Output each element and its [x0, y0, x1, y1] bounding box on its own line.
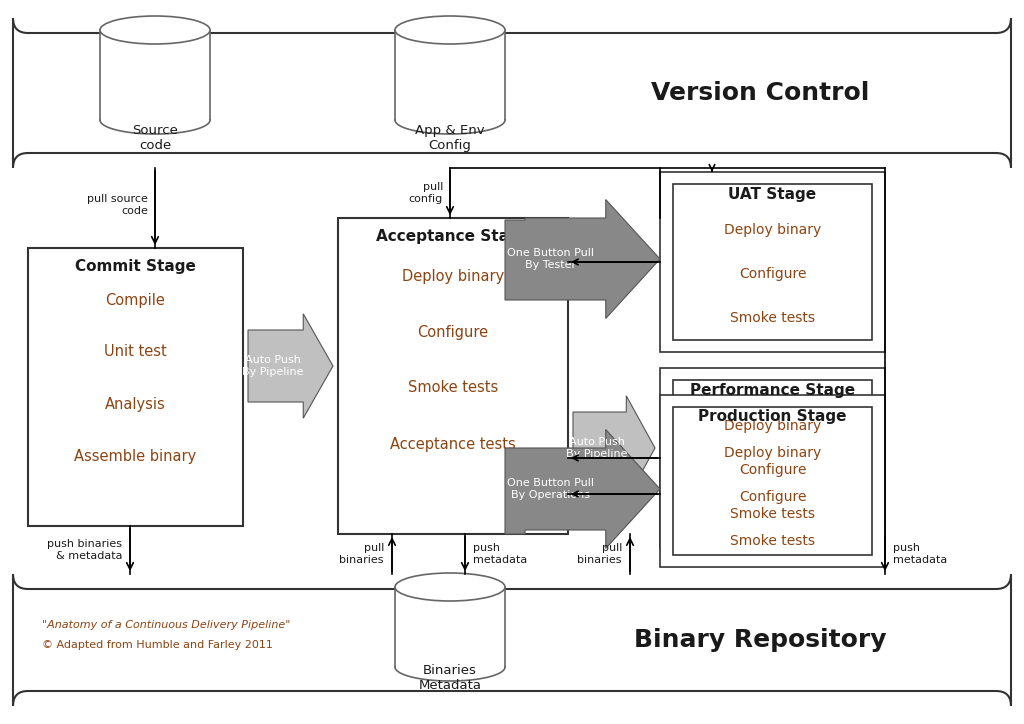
- Text: Smoke tests: Smoke tests: [730, 534, 815, 548]
- Text: Configure: Configure: [738, 463, 806, 477]
- Text: Smoke tests: Smoke tests: [730, 507, 815, 521]
- Text: Compile: Compile: [105, 292, 166, 308]
- Polygon shape: [248, 313, 333, 418]
- Text: Performance Stage: Performance Stage: [690, 382, 855, 397]
- Bar: [338, 218, 568, 534]
- Text: Source
code: Source code: [132, 124, 178, 152]
- Bar: [660, 368, 885, 548]
- Bar: [660, 395, 885, 567]
- Text: pull
config: pull config: [409, 182, 443, 203]
- Text: Configure: Configure: [738, 267, 806, 281]
- Text: One Button Pull
By Operations: One Button Pull By Operations: [507, 478, 594, 500]
- Bar: [673, 380, 872, 536]
- Text: Production Stage: Production Stage: [698, 410, 847, 424]
- Polygon shape: [505, 200, 660, 319]
- Text: push
metadata: push metadata: [473, 543, 527, 565]
- Text: UAT Stage: UAT Stage: [728, 187, 816, 201]
- Text: Acceptance tests: Acceptance tests: [390, 437, 516, 452]
- Bar: [28, 248, 243, 526]
- Text: "Anatomy of a Continuous Delivery Pipeline": "Anatomy of a Continuous Delivery Pipeli…: [42, 620, 291, 630]
- Polygon shape: [573, 396, 655, 500]
- Text: Auto Push
By Pipeline: Auto Push By Pipeline: [242, 355, 303, 376]
- Text: Binaries
Metadata: Binaries Metadata: [419, 664, 481, 692]
- Polygon shape: [505, 429, 660, 549]
- Text: push
metadata: push metadata: [893, 543, 947, 565]
- Bar: [673, 184, 872, 340]
- Text: Binary Repository: Binary Repository: [634, 628, 886, 652]
- Text: © Adapted from Humble and Farley 2011: © Adapted from Humble and Farley 2011: [42, 640, 272, 650]
- FancyBboxPatch shape: [13, 574, 1011, 706]
- Text: Deploy binary: Deploy binary: [401, 269, 504, 284]
- Text: Analysis: Analysis: [105, 397, 166, 411]
- Polygon shape: [100, 30, 210, 120]
- Text: App & Env
Config: App & Env Config: [415, 124, 484, 152]
- Bar: [673, 407, 872, 555]
- Polygon shape: [395, 30, 505, 120]
- FancyBboxPatch shape: [13, 18, 1011, 168]
- Text: pull
binaries: pull binaries: [578, 543, 622, 565]
- Text: Deploy binary: Deploy binary: [724, 419, 821, 433]
- Text: Version Control: Version Control: [651, 81, 869, 105]
- Ellipse shape: [100, 16, 210, 44]
- Text: Deploy binary: Deploy binary: [724, 223, 821, 237]
- Text: Configure: Configure: [738, 490, 806, 504]
- Text: Configure: Configure: [418, 324, 488, 340]
- Text: Smoke tests: Smoke tests: [730, 311, 815, 325]
- Text: Auto Push
By Pipeline: Auto Push By Pipeline: [566, 437, 628, 459]
- Ellipse shape: [395, 573, 505, 601]
- Ellipse shape: [395, 16, 505, 44]
- Text: Deploy binary: Deploy binary: [724, 446, 821, 460]
- Text: Unit test: Unit test: [104, 345, 167, 360]
- Text: pull
binaries: pull binaries: [340, 543, 384, 565]
- Text: pull source
code: pull source code: [87, 194, 148, 216]
- Text: One Button Pull
By Tester: One Button Pull By Tester: [507, 248, 594, 270]
- Text: Smoke tests: Smoke tests: [408, 381, 498, 395]
- Text: Assemble binary: Assemble binary: [75, 448, 197, 463]
- Text: Commit Stage: Commit Stage: [75, 258, 196, 274]
- Text: push binaries
& metadata: push binaries & metadata: [47, 539, 122, 561]
- Text: Acceptance Stage: Acceptance Stage: [376, 229, 530, 243]
- Bar: [660, 172, 885, 352]
- Polygon shape: [395, 587, 505, 667]
